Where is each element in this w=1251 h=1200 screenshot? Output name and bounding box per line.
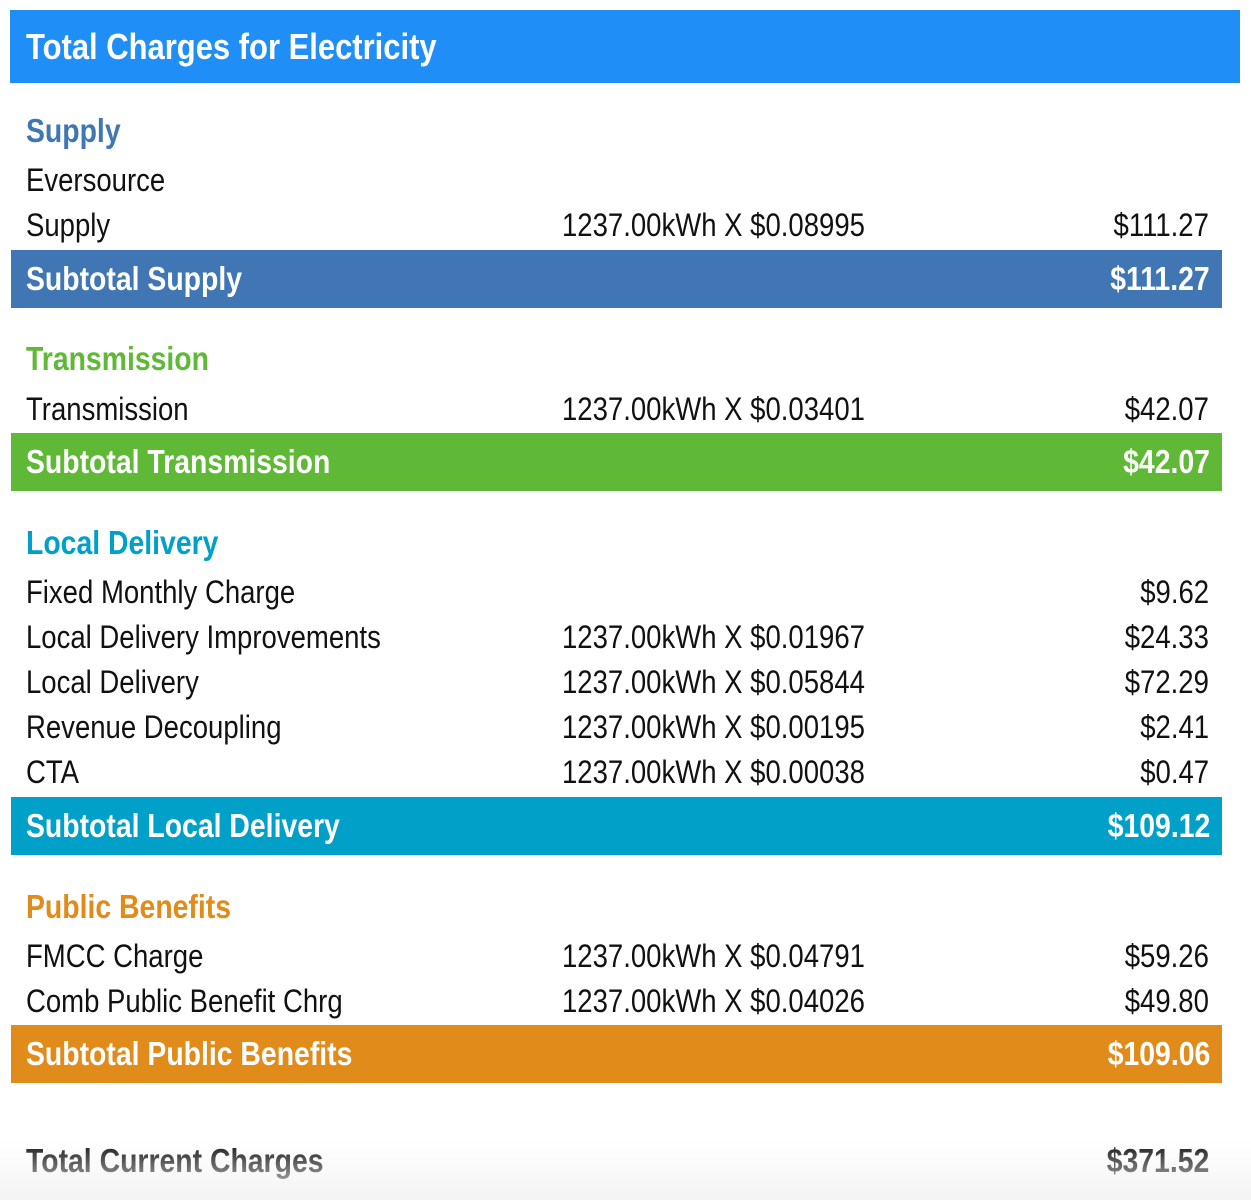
charge-calculation: 1237.00kWh X $0.01967 <box>562 619 865 655</box>
charge-row-revenue-decoupling: Revenue Decoupling 1237.00kWh X $0.00195… <box>0 706 1251 748</box>
charge-amount: $42.07 <box>1124 391 1209 427</box>
section-title-public-benefits: Public Benefits <box>26 888 232 925</box>
charge-label: Comb Public Benefit Chrg <box>26 983 343 1019</box>
section-title-local-delivery: Local Delivery <box>26 524 219 561</box>
subtotal-label: Subtotal Public Benefits <box>26 1035 353 1072</box>
charge-label: Local Delivery Improvements <box>26 619 381 655</box>
charge-label: Supply <box>26 207 111 243</box>
charge-calculation: 1237.00kWh X $0.04026 <box>562 983 865 1019</box>
supply-provider-label: Eversource <box>26 162 166 198</box>
subtotal-label: Subtotal Local Delivery <box>26 807 340 844</box>
charge-amount: $2.41 <box>1140 709 1209 745</box>
charge-label: Local Delivery <box>26 664 199 700</box>
charge-amount: $9.62 <box>1140 574 1209 610</box>
charge-label: FMCC Charge <box>26 938 204 974</box>
charge-row-local-delivery-improvements: Local Delivery Improvements 1237.00kWh X… <box>0 616 1251 658</box>
header-bar: Total Charges for Electricity <box>10 10 1240 83</box>
charge-amount: $49.80 <box>1124 983 1209 1019</box>
subtotal-label: Subtotal Supply <box>26 260 243 297</box>
section-title-supply: Supply <box>26 112 121 149</box>
charge-amount: $111.27 <box>1113 207 1209 243</box>
subtotal-amount: $109.12 <box>1107 807 1210 844</box>
total-current-charges-row: Total Current Charges $371.52 <box>0 1136 1251 1186</box>
page-title: Total Charges for Electricity <box>26 26 437 67</box>
charge-label: CTA <box>26 754 79 790</box>
charge-row-comb-public-benefit: Comb Public Benefit Chrg 1237.00kWh X $0… <box>0 980 1251 1022</box>
total-amount: $371.52 <box>1106 1142 1209 1179</box>
subtotal-public-benefits-bar: Subtotal Public Benefits $109.06 <box>11 1025 1222 1083</box>
charge-calculation: 1237.00kWh X $0.00038 <box>562 754 865 790</box>
subtotal-amount: $111.27 <box>1110 260 1210 297</box>
charge-calculation: 1237.00kWh X $0.00195 <box>562 709 865 745</box>
section-title-transmission: Transmission <box>26 340 209 377</box>
charge-row-local-delivery: Local Delivery 1237.00kWh X $0.05844 $72… <box>0 661 1251 703</box>
charge-label: Fixed Monthly Charge <box>26 574 296 610</box>
charge-row-fmcc: FMCC Charge 1237.00kWh X $0.04791 $59.26 <box>0 935 1251 977</box>
charge-calculation: 1237.00kWh X $0.05844 <box>562 664 865 700</box>
charge-row-transmission: Transmission 1237.00kWh X $0.03401 $42.0… <box>0 388 1251 430</box>
charge-amount: $59.26 <box>1124 938 1209 974</box>
charge-calculation: 1237.00kWh X $0.03401 <box>562 391 865 427</box>
subtotal-amount: $109.06 <box>1107 1035 1210 1072</box>
charge-amount: $0.47 <box>1140 754 1209 790</box>
total-label: Total Current Charges <box>26 1142 324 1179</box>
subtotal-amount: $42.07 <box>1123 443 1210 480</box>
charge-row-cta: CTA 1237.00kWh X $0.00038 $0.47 <box>0 751 1251 793</box>
charge-calculation: 1237.00kWh X $0.04791 <box>562 938 865 974</box>
subtotal-transmission-bar: Subtotal Transmission $42.07 <box>11 433 1222 491</box>
charge-label: Transmission <box>26 391 189 427</box>
subtotal-supply-bar: Subtotal Supply $111.27 <box>11 250 1222 308</box>
charge-row-supply: Supply 1237.00kWh X $0.08995 $111.27 <box>0 204 1251 246</box>
subtotal-local-delivery-bar: Subtotal Local Delivery $109.12 <box>11 797 1222 855</box>
charge-calculation: 1237.00kWh X $0.08995 <box>562 207 865 243</box>
charge-amount: $72.29 <box>1124 664 1209 700</box>
subtotal-label: Subtotal Transmission <box>26 443 331 480</box>
charge-amount: $24.33 <box>1124 619 1209 655</box>
charge-label: Revenue Decoupling <box>26 709 282 745</box>
charge-row-fixed-monthly: Fixed Monthly Charge $9.62 <box>0 571 1251 613</box>
supply-provider-row: Eversource <box>0 159 1251 201</box>
